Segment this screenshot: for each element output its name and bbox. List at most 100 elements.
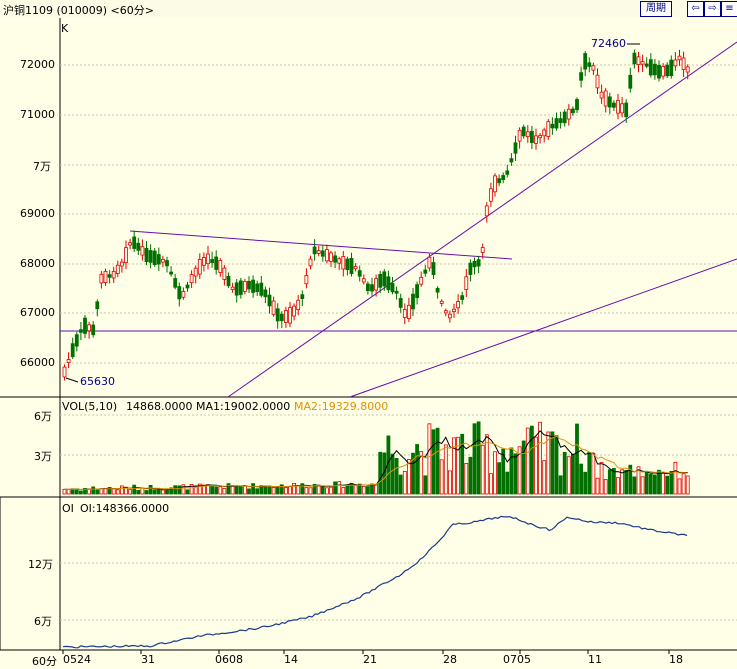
candle-body[interactable] (206, 253, 210, 265)
volume-bar[interactable] (83, 487, 87, 495)
volume-bar[interactable] (324, 487, 329, 495)
volume-bar[interactable] (521, 440, 526, 495)
volume-bar[interactable] (685, 475, 690, 495)
volume-bar[interactable] (423, 475, 428, 495)
volume-bar[interactable] (505, 471, 510, 495)
volume-bar[interactable] (111, 488, 116, 495)
volume-bar[interactable] (497, 462, 502, 495)
volume-bar[interactable] (140, 487, 145, 495)
candle-body[interactable] (107, 274, 112, 278)
volume-bar[interactable] (571, 453, 575, 495)
candle-body[interactable] (263, 289, 268, 298)
volume-bar[interactable] (628, 464, 633, 495)
volume-bar[interactable] (189, 484, 194, 495)
candle-body[interactable] (386, 276, 391, 291)
volume-bar[interactable] (415, 444, 420, 495)
volume-bar[interactable] (296, 485, 301, 495)
volume-bar[interactable] (382, 452, 387, 495)
candle-body[interactable] (296, 299, 301, 311)
candle-body[interactable] (636, 56, 641, 65)
candle-body[interactable] (521, 126, 526, 137)
candle-body[interactable] (640, 61, 645, 65)
candle-body[interactable] (185, 284, 190, 289)
volume-bar[interactable] (267, 486, 272, 495)
volume-bar[interactable] (591, 452, 596, 495)
candle-body[interactable] (460, 295, 465, 300)
rising-trendline-lower[interactable] (349, 258, 737, 398)
volume-bar[interactable] (669, 471, 674, 495)
volume-bar[interactable] (661, 472, 665, 495)
volume-bar[interactable] (554, 435, 559, 495)
volume-bar[interactable] (173, 485, 178, 495)
candle-body[interactable] (210, 259, 215, 263)
volume-bar[interactable] (390, 453, 395, 495)
volume-bar[interactable] (156, 489, 161, 495)
candle-body[interactable] (115, 264, 120, 274)
volume-bar[interactable] (136, 489, 141, 495)
candle-body[interactable] (456, 301, 461, 309)
candle-body[interactable] (542, 129, 547, 137)
volume-bar[interactable] (427, 423, 432, 495)
volume-bar[interactable] (402, 471, 407, 495)
candle-body[interactable] (624, 102, 629, 118)
candle-body[interactable] (288, 307, 292, 324)
candle-body[interactable] (349, 257, 354, 275)
volume-bar[interactable] (275, 486, 280, 495)
candle-body[interactable] (677, 55, 682, 61)
volume-bar[interactable] (320, 486, 325, 495)
volume-bar[interactable] (653, 474, 657, 495)
volume-bar[interactable] (603, 479, 608, 495)
candle-body[interactable] (99, 273, 104, 284)
candle-body[interactable] (300, 294, 305, 300)
candle-body[interactable] (488, 188, 493, 202)
volume-bar[interactable] (632, 476, 637, 495)
volume-bar[interactable] (624, 469, 629, 495)
volume-bar[interactable] (501, 448, 506, 495)
volume-bar[interactable] (337, 481, 342, 495)
candle-body[interactable] (312, 246, 317, 255)
candle-body[interactable] (525, 131, 530, 137)
volume-bar[interactable] (534, 436, 538, 495)
candle-body[interactable] (165, 260, 169, 267)
candle-body[interactable] (226, 275, 231, 287)
candle-body[interactable] (468, 262, 473, 275)
candle-body[interactable] (140, 246, 145, 256)
volume-bar[interactable] (681, 473, 686, 495)
volume-bar[interactable] (304, 487, 309, 495)
candle-body[interactable] (653, 63, 657, 76)
volume-bar[interactable] (66, 489, 71, 495)
candle-body[interactable] (234, 282, 239, 296)
candle-body[interactable] (398, 298, 403, 308)
volume-bar[interactable] (538, 421, 542, 495)
volume-bar[interactable] (419, 450, 424, 495)
candle-body[interactable] (587, 62, 592, 67)
volume-bar[interactable] (300, 483, 305, 495)
volume-bar[interactable] (247, 488, 251, 495)
candle-body[interactable] (103, 271, 108, 283)
candle-body[interactable] (571, 108, 575, 114)
volume-bar[interactable] (636, 466, 641, 495)
candle-body[interactable] (612, 102, 616, 108)
volume-bar[interactable] (165, 489, 169, 495)
candle-body[interactable] (74, 334, 79, 347)
volume-bar[interactable] (665, 475, 670, 495)
candle-body[interactable] (472, 260, 477, 268)
candle-body[interactable] (251, 279, 256, 293)
candle-body[interactable] (333, 255, 338, 263)
volume-bar[interactable] (226, 483, 231, 495)
candle-body[interactable] (402, 309, 407, 318)
volume-bar[interactable] (394, 458, 399, 495)
candle-body[interactable] (136, 242, 141, 251)
volume-bar[interactable] (595, 477, 600, 495)
candle-body[interactable] (201, 257, 206, 266)
volume-bar[interactable] (431, 429, 436, 495)
candle-body[interactable] (566, 108, 571, 120)
volume-bar[interactable] (242, 485, 247, 495)
volume-bar[interactable] (398, 474, 403, 495)
candle-body[interactable] (128, 242, 133, 246)
volume-bar[interactable] (107, 486, 112, 495)
candle-body[interactable] (505, 170, 510, 175)
candle-body[interactable] (292, 305, 297, 317)
candle-body[interactable] (628, 74, 633, 89)
candle-body[interactable] (681, 57, 686, 70)
